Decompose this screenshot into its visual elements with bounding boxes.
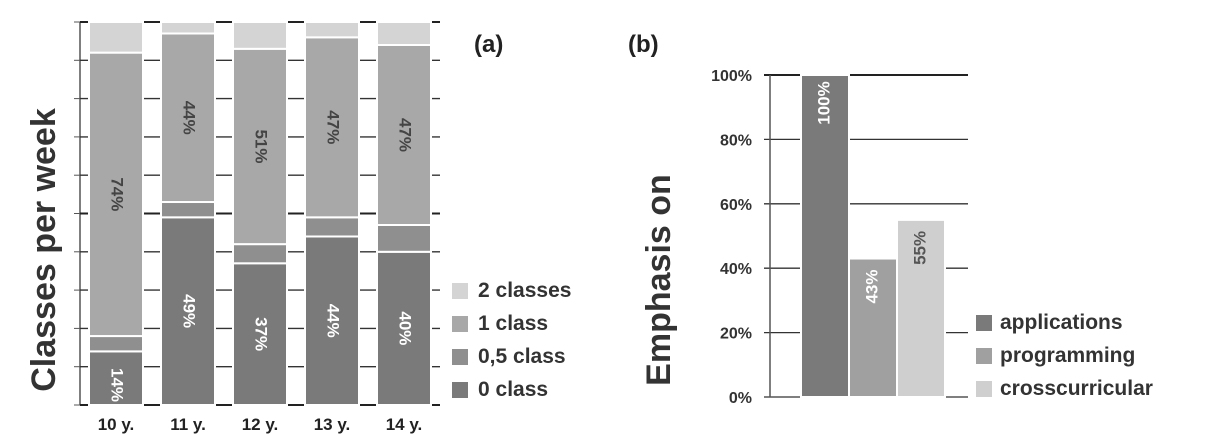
legend-swatch (976, 315, 992, 331)
legend-swatch (452, 382, 468, 398)
bar (896, 218, 946, 398)
bar-segment (376, 223, 432, 253)
legend-swatch (452, 283, 468, 299)
legend-label: 2 classes (478, 279, 571, 302)
data-label: 40% (396, 311, 415, 345)
y-tick-label: 40% (720, 261, 752, 278)
stacked-bar-chart-panel-a: 14% 74% 10 y. 49% 44% 11 y. 37% 51% 12 y. 44% 47% 1… (25, 21, 571, 434)
bar-segment (88, 51, 144, 338)
data-label: 55% (910, 231, 929, 265)
bar-segment (88, 335, 144, 353)
bar-segment (232, 21, 288, 50)
x-tick-label: 12 y. (242, 415, 279, 434)
data-label: 44% (180, 101, 199, 135)
bar-segment (88, 350, 144, 407)
bar-segment (304, 21, 360, 39)
bar-segment (160, 201, 216, 219)
legend-label: 0,5 class (478, 345, 566, 368)
bar-segment (376, 43, 432, 226)
data-label: 51% (252, 129, 271, 163)
data-label: 47% (396, 118, 415, 152)
bar-segment (304, 36, 360, 219)
y-axis-label: Emphasis on (640, 174, 678, 386)
bar-segment (376, 250, 432, 406)
bar-segment (376, 21, 432, 46)
bar-chart-panel-b: 0% 20% 40% 60% 80% 100% 100% 43% 55% Emphasis on (… (628, 31, 1153, 407)
legend-swatch (452, 316, 468, 332)
y-tick-label: 20% (720, 326, 752, 343)
x-tick-label: 14 y. (386, 415, 423, 434)
data-label: 74% (108, 177, 127, 211)
y-tick-label: 100% (711, 68, 752, 85)
y-tick-label: 0% (729, 390, 752, 407)
x-tick-label: 10 y. (98, 415, 135, 434)
data-label: 37% (252, 317, 271, 351)
data-label: 47% (324, 110, 343, 144)
data-label: 43% (862, 270, 881, 304)
legend-label: 1 class (478, 312, 548, 335)
bar-segment (232, 243, 288, 265)
x-tick-label: 13 y. (314, 415, 351, 434)
legend-label: crosscurricular (1000, 377, 1153, 400)
y-tick-label: 80% (720, 132, 752, 149)
data-label: 14% (108, 368, 127, 402)
bar-segment (88, 21, 144, 54)
bar-segment (304, 235, 360, 406)
bar (848, 257, 898, 399)
y-axis-label: Classes per week (25, 108, 63, 392)
legend-label: programming (1000, 344, 1135, 367)
x-tick-label: 11 y. (170, 415, 206, 434)
y-tick-label: 60% (720, 197, 752, 214)
legend-swatch (452, 349, 468, 365)
bar-segment (304, 216, 360, 238)
data-label: 44% (324, 304, 343, 338)
bar-segment (160, 21, 216, 35)
panel-label: (b) (628, 31, 659, 58)
legend-label: applications (1000, 311, 1123, 334)
panel-label: (a) (474, 31, 503, 58)
data-label: 100% (814, 81, 833, 124)
bar (800, 74, 850, 398)
data-label: 49% (180, 294, 199, 328)
legend-swatch (976, 381, 992, 397)
legend-label: 0 class (478, 378, 548, 401)
legend-swatch (976, 348, 992, 364)
